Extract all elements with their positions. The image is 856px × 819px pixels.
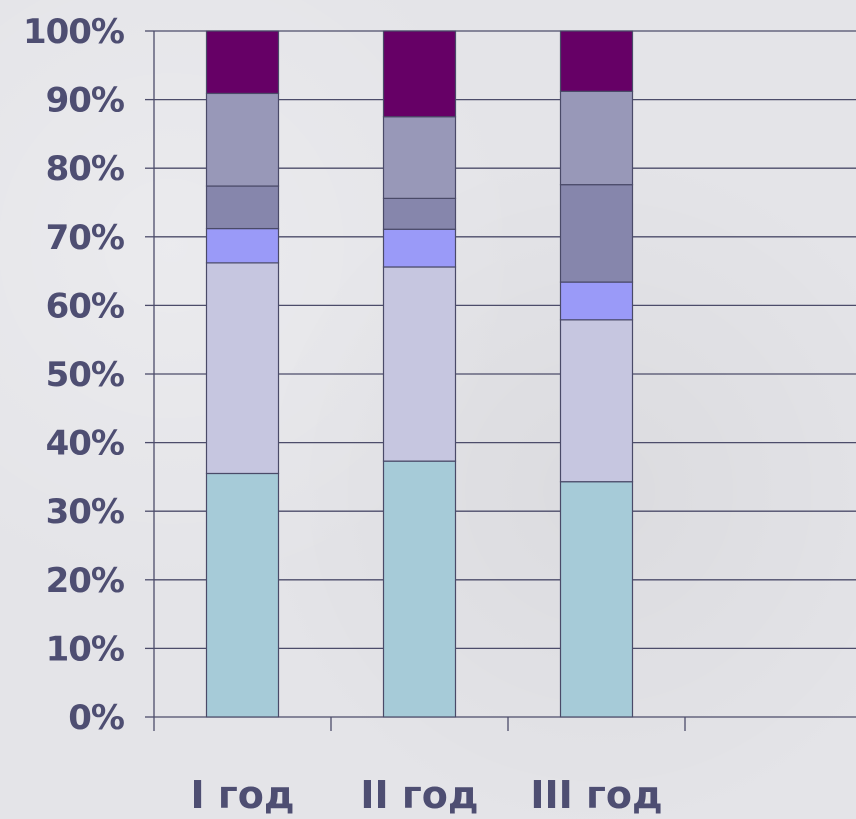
y-tick-label: 100% <box>23 12 124 52</box>
bar-segment <box>205 185 280 230</box>
bar-segment <box>559 281 634 321</box>
bar-segment <box>382 197 457 230</box>
bar-segment <box>205 472 280 718</box>
x-category-label: III год <box>530 773 662 817</box>
y-tick-label: 20% <box>46 561 124 601</box>
x-category-label: I год <box>190 773 294 817</box>
y-tick-label: 70% <box>46 218 124 258</box>
y-tick-label: 90% <box>46 81 124 121</box>
bar-segment <box>559 481 634 718</box>
bar-segment <box>559 90 634 186</box>
bar-segment <box>382 116 457 199</box>
x-category-label: II год <box>360 773 478 817</box>
y-tick-label: 0% <box>68 698 124 738</box>
bar-segment <box>205 92 280 187</box>
bar-stack <box>382 30 457 718</box>
y-tick-label: 10% <box>46 629 124 669</box>
bar-segment <box>382 30 457 118</box>
bar-segment <box>205 262 280 475</box>
bar-segment <box>205 227 280 264</box>
y-tick-label: 50% <box>46 355 124 395</box>
bar-stack <box>559 30 634 718</box>
y-tick-label: 40% <box>46 424 124 464</box>
bar-stack <box>205 30 280 718</box>
y-tick-label: 80% <box>46 149 124 189</box>
y-tick-label: 30% <box>46 492 124 532</box>
y-tick-label: 60% <box>46 286 124 326</box>
bar-segment <box>382 460 457 718</box>
bar-segment <box>205 30 280 95</box>
bar-segment <box>559 319 634 483</box>
bar-segment <box>382 266 457 462</box>
bar-segment <box>559 30 634 92</box>
bar-segment <box>559 184 634 283</box>
bar-segment <box>382 228 457 268</box>
